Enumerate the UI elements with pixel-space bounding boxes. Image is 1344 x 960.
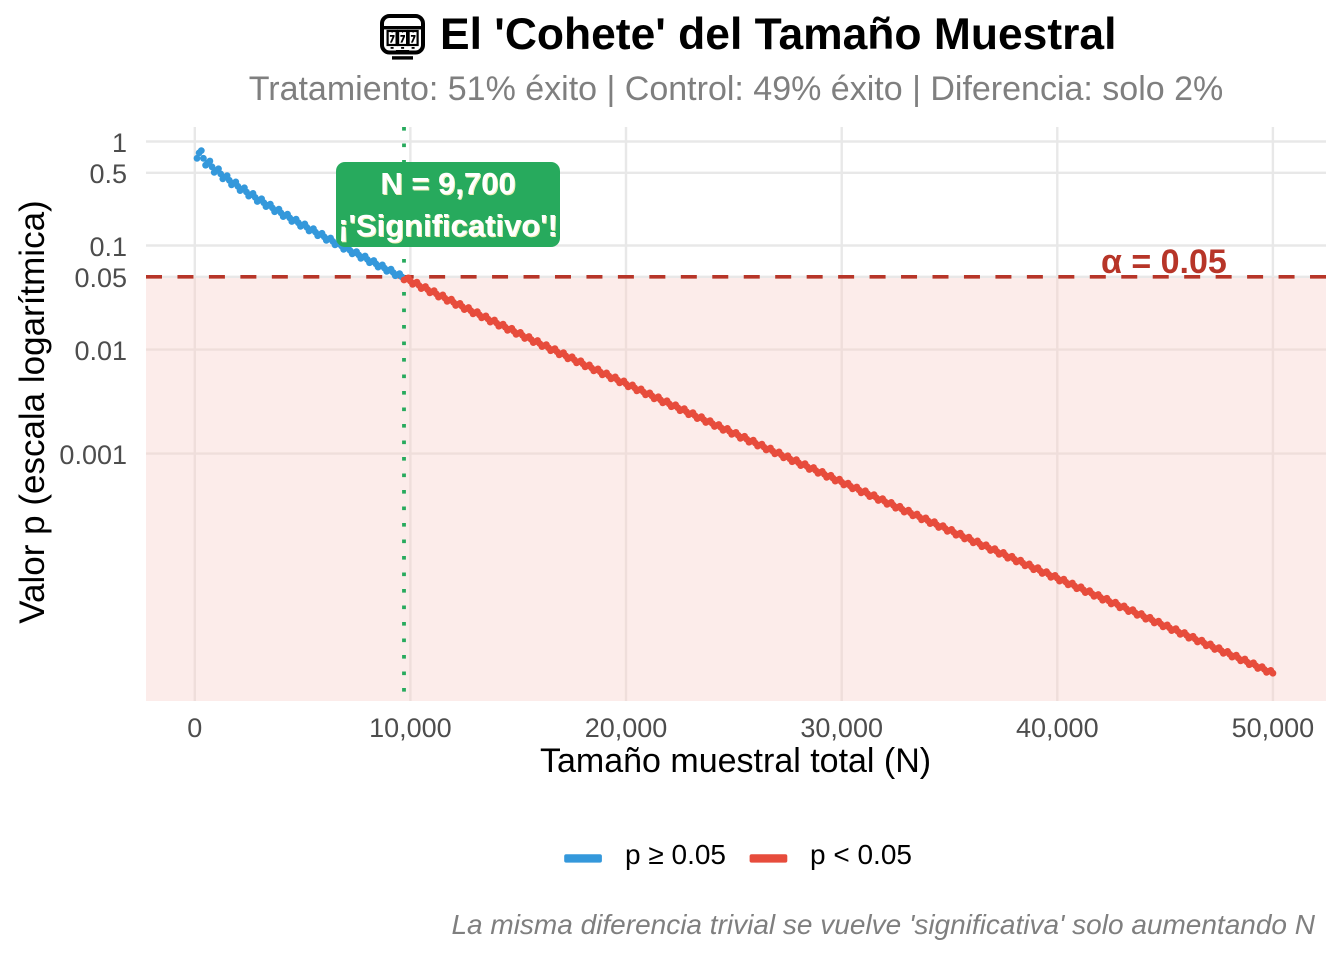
svg-text:Valor p (escala logarítmica): Valor p (escala logarítmica) (13, 200, 52, 623)
